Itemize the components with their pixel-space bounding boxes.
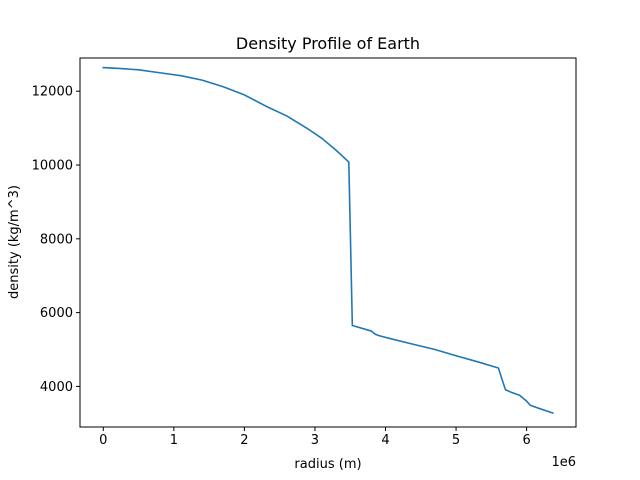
x-axis-label: radius (m) — [294, 457, 361, 472]
series-layer — [102, 66, 554, 414]
y-tick-label: 6000 — [40, 306, 73, 321]
x-axis-offset-label: 1e6 — [551, 455, 576, 470]
x-tick-label: 1 — [170, 433, 178, 448]
y-axis-ticks: 4000 6000 8000 10000 12000 — [32, 85, 80, 395]
x-tick-label: 6 — [522, 433, 530, 448]
plot-frame — [79, 57, 577, 428]
x-tick-label: 3 — [311, 433, 319, 448]
y-tick-label: 12000 — [32, 85, 73, 100]
x-tick-label: 0 — [99, 433, 107, 448]
y-axis-label: density (kg/m^3) — [7, 185, 22, 299]
y-tick-label: 10000 — [32, 159, 73, 174]
x-axis-ticks: 0 1 2 3 4 5 6 — [99, 427, 531, 448]
chart-title: Density Profile of Earth — [236, 34, 420, 53]
y-tick-label: 4000 — [40, 380, 73, 395]
density-series-line — [102, 66, 554, 414]
x-tick-label: 2 — [240, 433, 248, 448]
x-tick-label: 5 — [452, 433, 460, 448]
x-tick-label: 4 — [381, 433, 389, 448]
y-tick-label: 8000 — [40, 232, 73, 247]
